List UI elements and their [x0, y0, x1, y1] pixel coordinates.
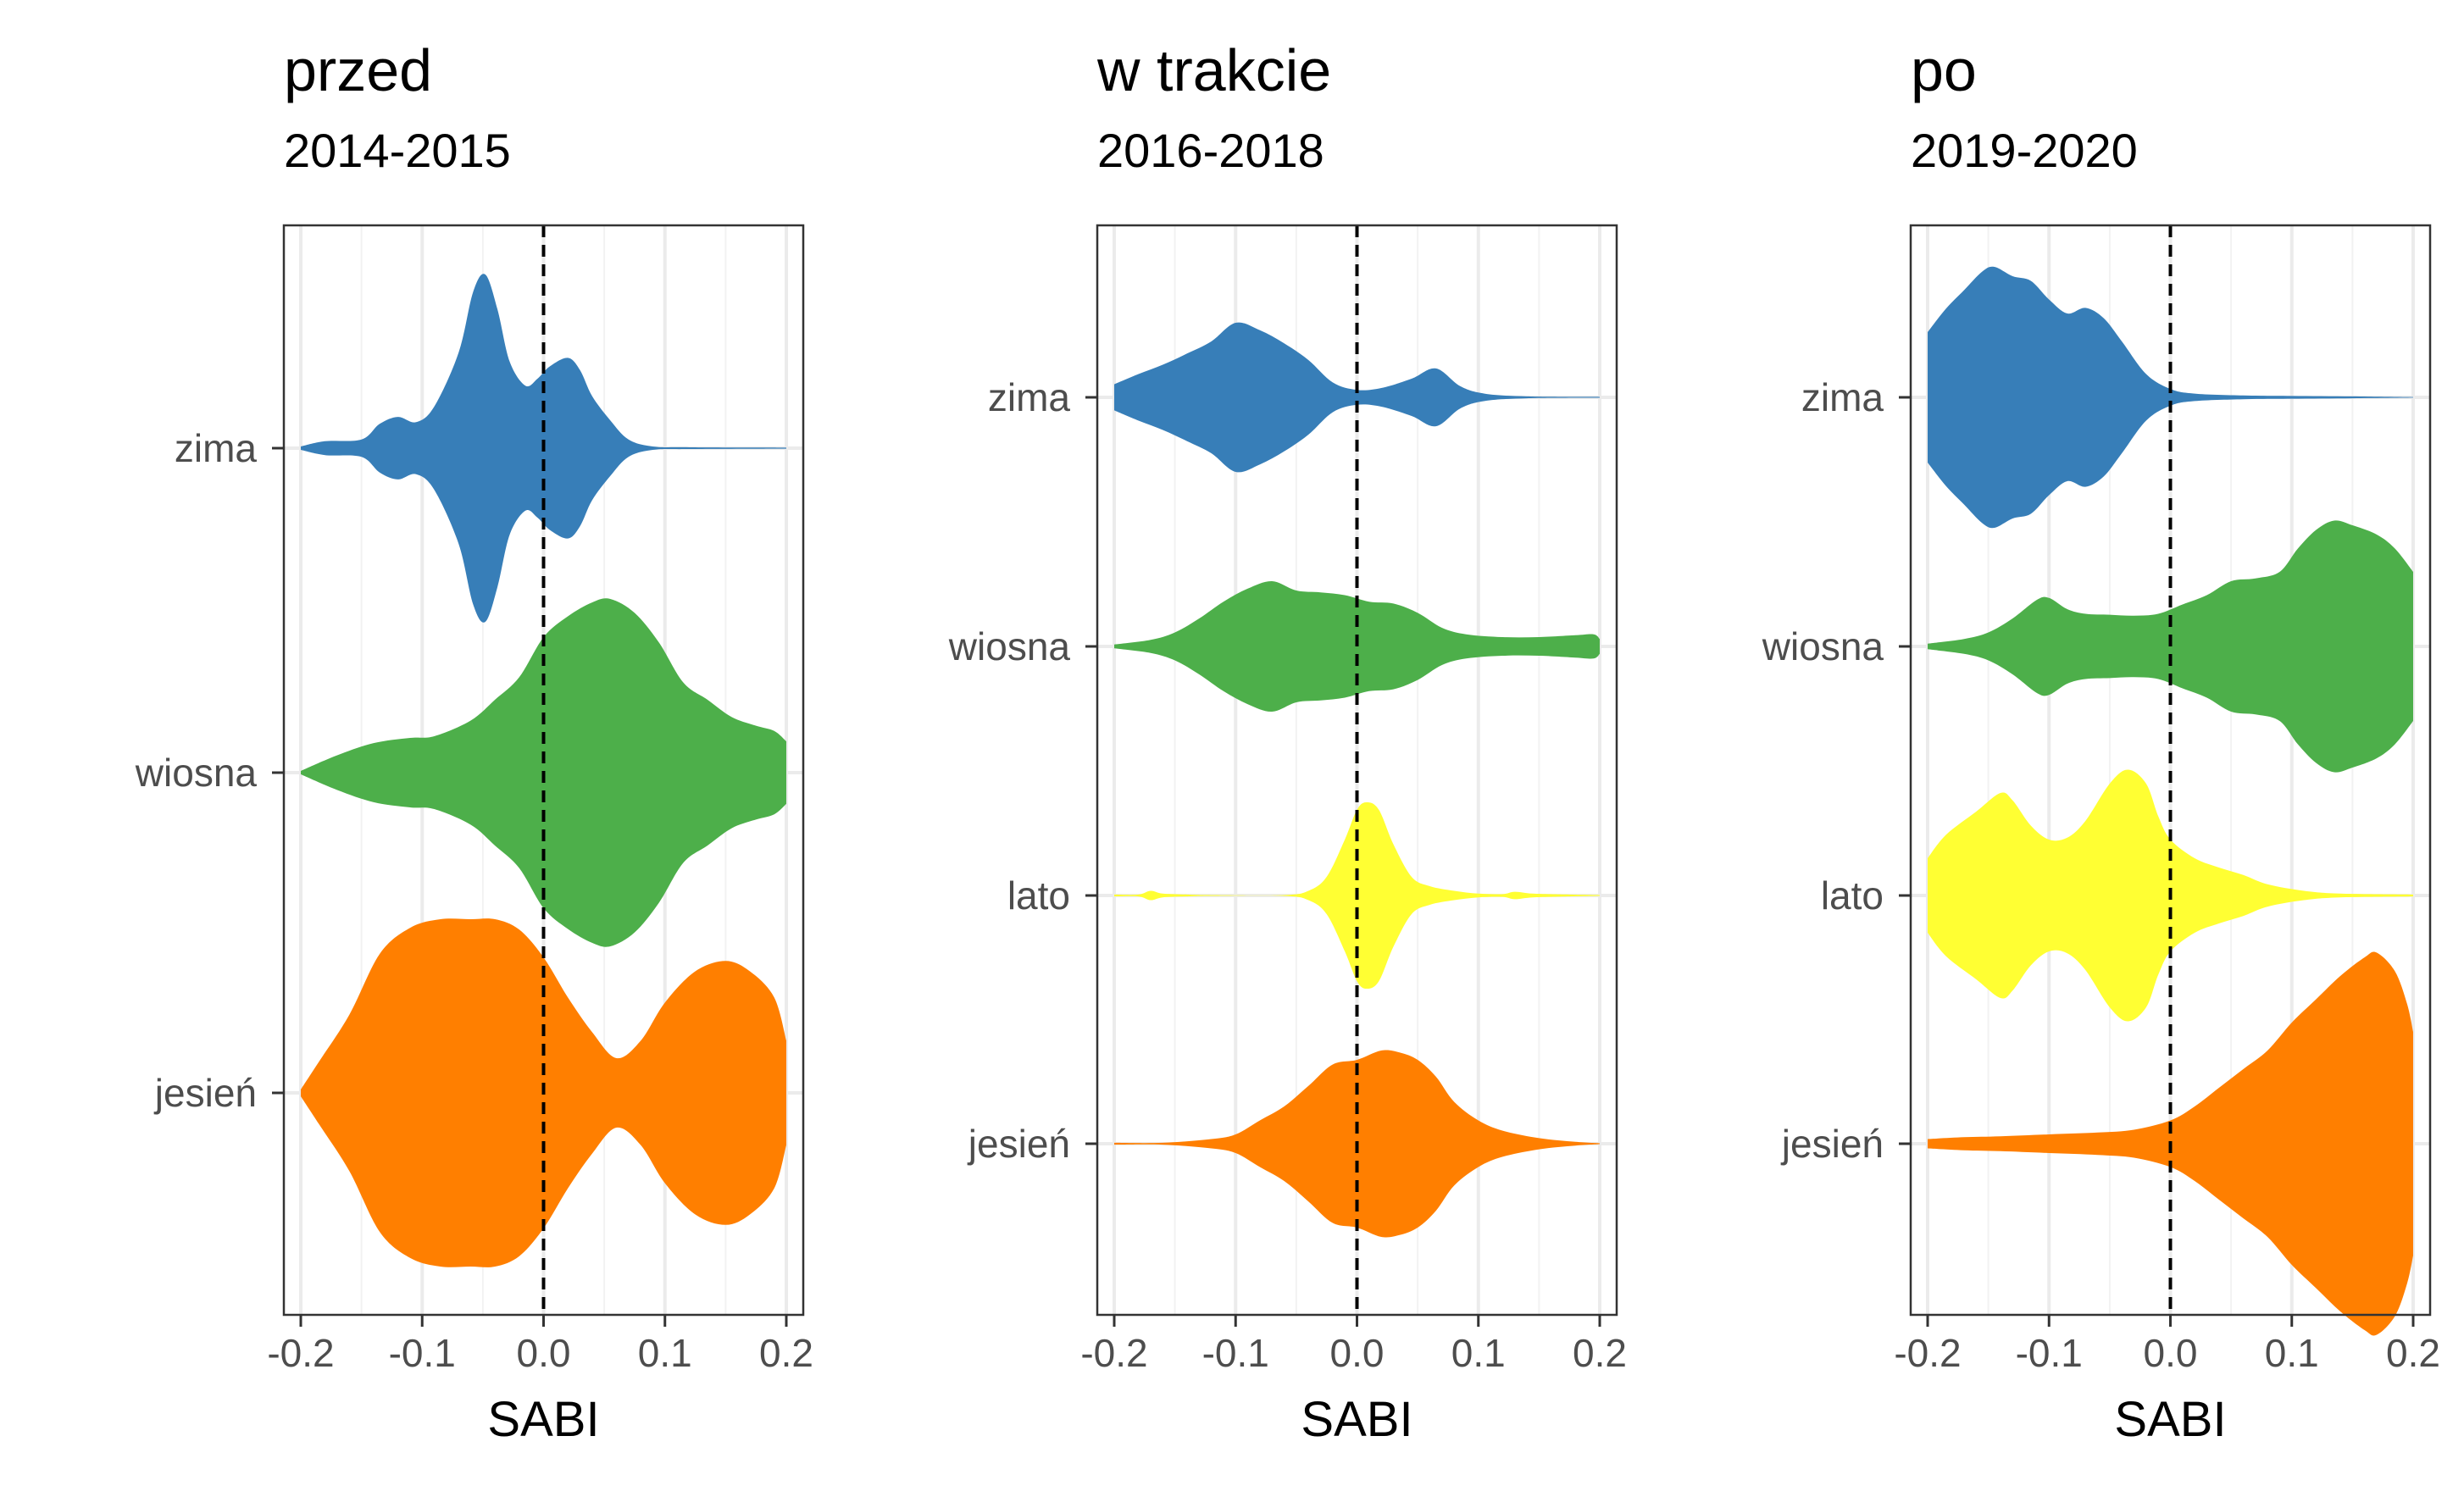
violin-zima	[1928, 266, 2413, 529]
x-tick-label: 0.2	[759, 1331, 813, 1375]
x-tick-label: 0.2	[2386, 1331, 2440, 1375]
x-tick-label: -0.2	[1894, 1331, 1961, 1375]
x-axis-title: SABI	[487, 1392, 599, 1447]
y-tick-label: zima	[988, 375, 1071, 419]
y-tick-label: jesień	[1780, 1122, 1884, 1166]
y-tick-label: wiosna	[1762, 624, 1884, 668]
x-tick-label: 0.0	[2144, 1331, 2198, 1375]
y-tick-label: lato	[1007, 873, 1070, 918]
y-tick-label: zima	[1801, 375, 1884, 419]
panel-title: w trakcie	[1096, 37, 1331, 103]
y-tick-label: jesień	[153, 1071, 257, 1115]
x-axis-title: SABI	[2114, 1392, 2226, 1447]
panel-title: po	[1911, 37, 1977, 103]
panel-subtitle: 2014-2015	[284, 124, 511, 177]
y-tick-label: wiosna	[948, 624, 1071, 668]
panel-subtitle: 2019-2020	[1911, 124, 2138, 177]
x-tick-label: 0.1	[638, 1331, 692, 1375]
panel-1: przed 2014-2015 -0.2 -0.1 0.0 0.1 0.2 zima wiosn…	[135, 37, 813, 1447]
panel-2: w trakcie 2016-2018 -0.2 -0.1 0.0 0.1 0.2 zima w…	[948, 37, 1627, 1447]
x-tick-label: -0.1	[2016, 1331, 2083, 1375]
x-tick-label: -0.1	[389, 1331, 456, 1375]
x-tick-label: -0.2	[267, 1331, 334, 1375]
x-tick-label: 0.2	[1573, 1331, 1627, 1375]
x-tick-label: 0.0	[1330, 1331, 1385, 1375]
violin-zima	[1114, 322, 1600, 473]
y-tick-label: lato	[1821, 873, 1884, 918]
y-tick-label: zima	[175, 426, 258, 470]
x-tick-label: -0.1	[1202, 1331, 1269, 1375]
x-tick-label: 0.1	[1451, 1331, 1506, 1375]
x-tick-label: -0.2	[1080, 1331, 1147, 1375]
x-tick-label: 0.0	[517, 1331, 571, 1375]
panel-subtitle: 2016-2018	[1097, 124, 1324, 177]
y-tick-label: jesień	[967, 1122, 1070, 1166]
panel-title: przed	[284, 37, 432, 103]
panel-3: po 2019-2020 -0.2 -0.1 0.0 0.1 0.2 zima wiosna la…	[1762, 37, 2440, 1447]
x-axis-title: SABI	[1301, 1392, 1412, 1447]
y-tick-label: wiosna	[135, 751, 258, 795]
x-tick-label: 0.1	[2265, 1331, 2319, 1375]
